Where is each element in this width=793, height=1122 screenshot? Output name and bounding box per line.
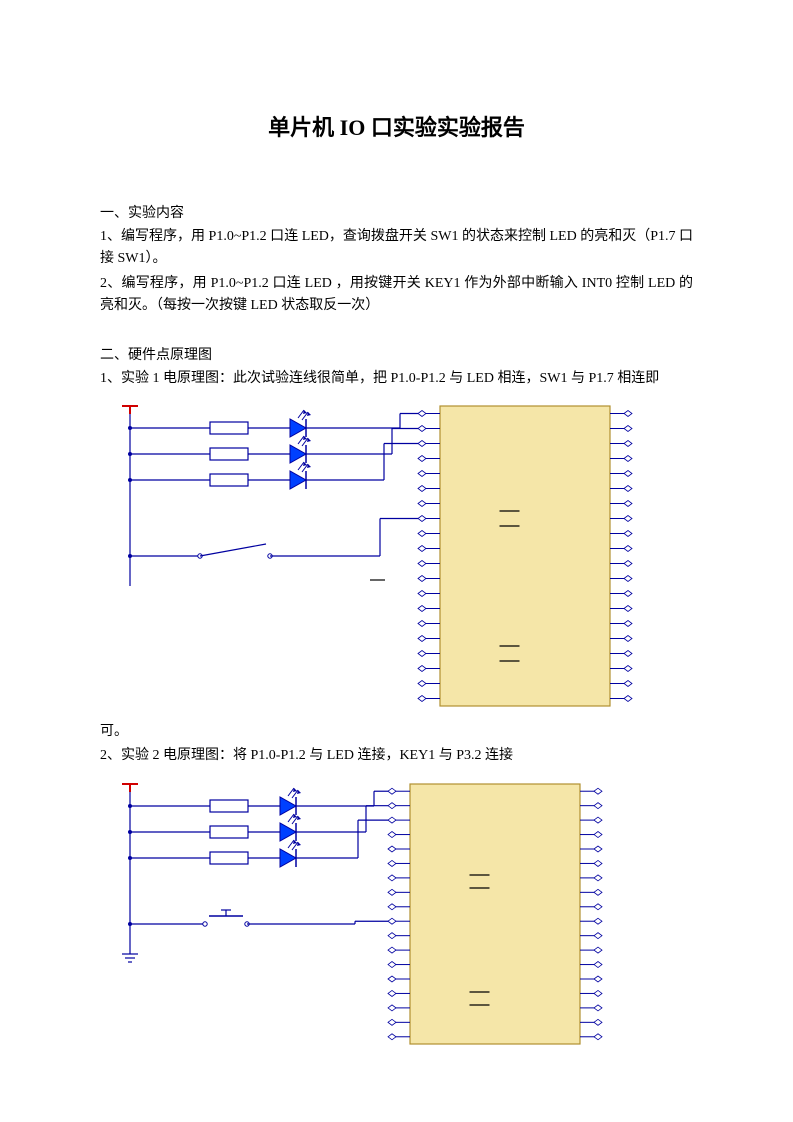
section1-heading: 一、实验内容 <box>100 202 693 222</box>
section2-after-diagram1: 可。 <box>100 721 693 743</box>
section1-line2: 2、编写程序，用 P1.0~P1.2 口连 LED ，用按键开关 KEY1 作为… <box>100 273 693 318</box>
page-title: 单片机 IO 口实验实验报告 <box>100 110 693 142</box>
page: 单片机 IO 口实验实验报告 一、实验内容 1、编写程序，用 P1.0~P1.2… <box>0 0 793 1122</box>
section2-heading: 二、硬件点原理图 <box>100 344 693 364</box>
circuit-diagram-2 <box>100 774 640 1054</box>
section1-line1: 1、编写程序，用 P1.0~P1.2 口连 LED，查询拨盘开关 SW1 的状态… <box>100 226 693 271</box>
section2-line1: 1、实验 1 电原理图：此次试验连线很简单，把 P1.0-P1.2 与 LED … <box>100 368 693 390</box>
section2-line2: 2、实验 2 电原理图：将 P1.0-P1.2 与 LED 连接，KEY1 与 … <box>100 745 693 767</box>
circuit-diagram-1 <box>100 396 640 711</box>
